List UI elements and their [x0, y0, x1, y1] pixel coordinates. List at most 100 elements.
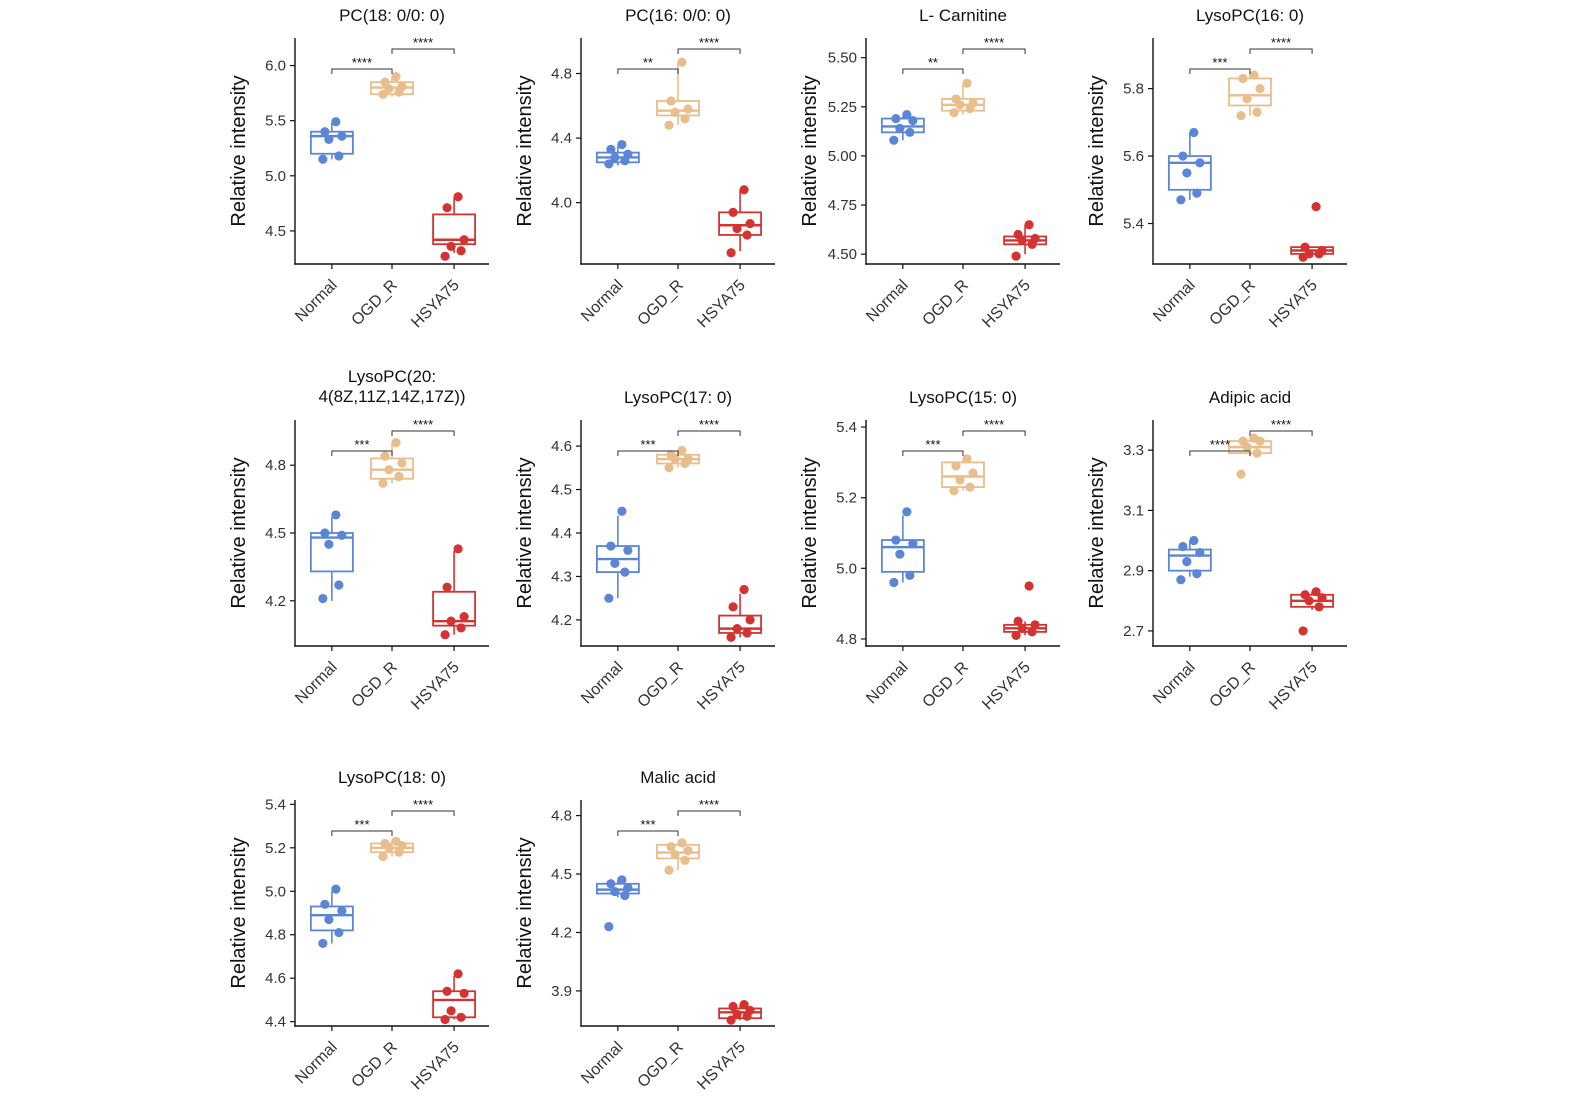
data-point: [1311, 202, 1321, 212]
panel-title: LysoPC(15: 0): [909, 388, 1017, 407]
data-point: [1252, 107, 1262, 117]
y-axis-label: Relative intensity: [1086, 75, 1108, 226]
panel-title: Malic acid: [640, 768, 716, 787]
significance-bracket: [1189, 68, 1251, 74]
data-point: [1013, 229, 1023, 240]
box-body: [1167, 155, 1212, 191]
significance-label: ****: [1271, 417, 1291, 432]
significance-label: ****: [984, 417, 1004, 432]
data-point: [1195, 158, 1205, 168]
data-point: [337, 906, 347, 916]
data-point: [617, 875, 627, 885]
significance-bracket: [1249, 430, 1313, 436]
data-point: [726, 248, 736, 258]
box-body: [1228, 77, 1272, 107]
data-point: [742, 628, 752, 638]
data-point: [604, 922, 614, 932]
data-point: [889, 135, 899, 145]
significance-bracket: [962, 430, 1026, 436]
data-point: [391, 836, 401, 846]
box-ogd-r: [1228, 71, 1272, 116]
data-point: [902, 507, 912, 517]
significance-bracket: [1249, 48, 1313, 54]
data-point: [440, 251, 450, 261]
data-point: [384, 84, 394, 94]
panel-8: Adipic acid Relative intensity 2.7 2.9 3.1 3.…: [1086, 388, 1347, 713]
data-point: [1011, 251, 1021, 261]
panel-10: Malic acid Relative intensity 3.9 4.2 4.5 4.8…: [514, 768, 775, 1093]
panel-9: LysoPC(18: 0) Relative intensity 4.4 4.6 4.8…: [228, 768, 489, 1093]
x-tick-label: HSYA75: [694, 277, 749, 332]
data-point: [1013, 616, 1023, 626]
significance-bracket: [331, 68, 393, 74]
y-tick-label: 5.6: [1123, 148, 1144, 165]
x-tick-label: OGD_R: [635, 277, 687, 329]
significance-bracket: [391, 430, 455, 436]
data-point: [895, 123, 905, 133]
box-ogd-r: [941, 458, 985, 491]
data-point: [683, 846, 693, 856]
data-point: [666, 96, 676, 106]
data-point: [397, 81, 407, 92]
data-point: [334, 927, 344, 938]
data-point: [456, 623, 466, 633]
y-tick-label: 5.4: [265, 796, 286, 813]
data-point: [951, 461, 961, 471]
panel-title: LysoPC(18: 0): [338, 768, 446, 787]
y-tick-label: 2.7: [1123, 623, 1144, 640]
y-tick-label: 4.50: [828, 246, 857, 263]
data-point: [1189, 535, 1199, 546]
data-point: [962, 454, 972, 464]
y-axis-label: Relative intensity: [228, 75, 250, 226]
data-point: [908, 538, 918, 549]
data-point: [620, 890, 630, 901]
y-tick-label: 4.4: [551, 525, 572, 542]
data-point: [318, 154, 328, 164]
data-point: [728, 602, 738, 612]
data-point: [623, 545, 633, 555]
data-point: [745, 1005, 755, 1016]
data-point: [337, 530, 347, 540]
data-point: [1236, 110, 1246, 121]
y-tick-label: 5.8: [1123, 81, 1144, 98]
data-point: [1176, 195, 1186, 205]
significance-label: ****: [1271, 35, 1291, 50]
significance-label: ****: [699, 35, 719, 50]
panel-title: L- Carnitine: [919, 6, 1007, 25]
data-point: [320, 899, 330, 909]
y-tick-label: 4.5: [265, 223, 286, 240]
data-point: [1300, 242, 1310, 252]
data-point: [331, 510, 341, 520]
data-point: [604, 593, 614, 603]
y-tick-label: 5.4: [1123, 216, 1144, 233]
y-tick-label: 4.2: [551, 924, 572, 941]
data-point: [378, 478, 388, 488]
significance-label: **: [643, 55, 653, 70]
data-point: [617, 139, 627, 150]
data-point: [606, 879, 616, 889]
box-normal: [1167, 132, 1212, 200]
significance-bracket: [331, 450, 393, 456]
y-tick-label: 4.6: [265, 970, 286, 987]
box-body: [432, 990, 476, 1019]
box-ogd-r: [941, 83, 985, 115]
y-tick-label: 5.0: [836, 560, 857, 577]
data-point: [331, 117, 341, 127]
box-normal: [595, 515, 640, 599]
data-point: [320, 528, 330, 538]
x-tick-label: Normal: [578, 1039, 626, 1087]
x-tick-label: Normal: [578, 277, 626, 325]
data-point: [459, 612, 469, 622]
significance-bracket: [391, 810, 455, 816]
data-point: [1304, 249, 1314, 259]
data-point: [380, 838, 390, 849]
y-tick-label: 4.3: [551, 568, 572, 585]
data-point: [726, 632, 736, 642]
panel-6: LysoPC(17: 0) Relative intensity 4.2 4.3 4.4…: [514, 388, 775, 713]
x-tick-label: OGD_R: [1207, 277, 1259, 329]
significance-bracket: [677, 430, 741, 436]
data-point: [891, 535, 901, 545]
data-point: [320, 127, 330, 137]
significance-label: ***: [354, 817, 369, 832]
data-point: [1189, 127, 1199, 138]
